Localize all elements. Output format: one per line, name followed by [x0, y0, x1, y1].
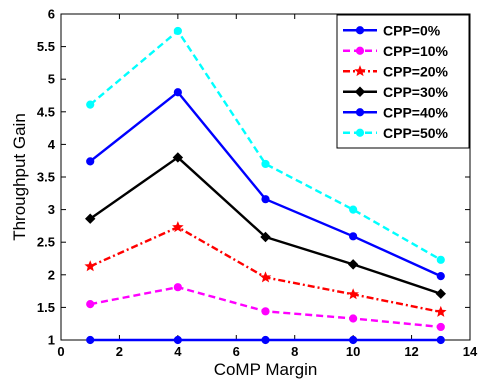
- data-point: [172, 152, 184, 163]
- data-point: [84, 260, 96, 272]
- y-tick-label: 4: [48, 137, 56, 152]
- legend-label: CPP=30%: [383, 84, 449, 100]
- legend-marker: [354, 86, 366, 97]
- y-tick-label: 3: [48, 202, 55, 217]
- data-point: [86, 157, 95, 166]
- data-point: [260, 231, 271, 243]
- data-point: [259, 271, 272, 283]
- data-point: [173, 283, 182, 292]
- data-point: [173, 335, 182, 345]
- legend-label: CPP=0%: [383, 22, 441, 38]
- data-point: [435, 305, 447, 317]
- x-tick-label: 0: [57, 344, 64, 359]
- x-tick-label: 14: [463, 344, 478, 359]
- x-tick-label: 12: [404, 344, 418, 359]
- legend-item: CPP=10%: [343, 43, 449, 59]
- legend-label: CPP=40%: [383, 104, 449, 120]
- data-point: [173, 26, 182, 36]
- series-6: [86, 26, 445, 264]
- legend-label: CPP=20%: [383, 63, 449, 79]
- legend-label: CPP=10%: [383, 43, 449, 59]
- series-4: [85, 152, 446, 299]
- x-tick-label: 2: [116, 344, 123, 359]
- y-tick-label: 2: [48, 267, 55, 282]
- legend-label: CPP=50%: [383, 125, 449, 141]
- x-tick-label: 4: [174, 344, 182, 359]
- y-tick-label: 5: [48, 72, 55, 87]
- data-point: [436, 272, 445, 281]
- y-tick-label: 5.5: [37, 39, 55, 54]
- y-tick-label: 6: [48, 7, 55, 22]
- data-point: [86, 335, 95, 345]
- data-point: [261, 195, 270, 204]
- series-3: [84, 221, 447, 317]
- data-point: [347, 259, 359, 270]
- x-tick-label: 6: [233, 344, 240, 359]
- y-axis: 1 1.5 2 2.5 3 3.5 4 4.5 5 5.5 6: [37, 7, 470, 348]
- y-tick-label: 3.5: [37, 170, 55, 185]
- x-axis: 0 2 4 6 8 10 12 14: [57, 14, 478, 359]
- x-tick-label: 10: [346, 344, 360, 359]
- y-tick-label: 1: [48, 333, 55, 348]
- series-layer: [84, 26, 447, 345]
- legend-item: CPP=0%: [343, 22, 441, 38]
- y-tick-label: 4.5: [37, 104, 55, 119]
- data-point: [261, 335, 270, 345]
- legend-item: CPP=40%: [343, 104, 449, 120]
- legend-item: CPP=50%: [343, 125, 449, 141]
- legend-item: CPP=30%: [343, 84, 449, 100]
- legend-box: [336, 14, 470, 149]
- data-point: [86, 300, 95, 309]
- data-point: [172, 221, 184, 233]
- data-point: [86, 100, 95, 109]
- series-2: [86, 283, 445, 332]
- data-point: [347, 288, 359, 300]
- data-point: [261, 307, 270, 316]
- legend: CPP=0% CPP=10% CPP=20% CPP=30% CPP=40% CPP=50…: [336, 14, 470, 149]
- series-5: [86, 88, 445, 281]
- series-1: [86, 335, 445, 345]
- data-point: [436, 322, 445, 332]
- data-point: [349, 314, 358, 323]
- legend-marker: [355, 46, 365, 55]
- data-point: [436, 335, 445, 345]
- y-tick-label: 1.5: [37, 300, 55, 315]
- legend-marker: [355, 128, 365, 137]
- data-point: [85, 213, 96, 224]
- data-point: [435, 288, 446, 299]
- data-point: [436, 255, 445, 264]
- legend-marker: [355, 108, 365, 117]
- x-axis-title: CoMP Margin: [214, 360, 318, 379]
- y-tick-label: 2.5: [37, 235, 55, 250]
- legend-marker: [355, 26, 365, 35]
- data-point: [261, 159, 270, 169]
- data-point: [349, 335, 358, 345]
- data-point: [349, 205, 358, 214]
- legend-marker: [354, 65, 366, 77]
- legend-item: CPP=20%: [343, 63, 449, 79]
- data-point: [349, 232, 358, 241]
- data-point: [173, 88, 182, 97]
- y-axis-title: Throughput Gain: [10, 113, 29, 241]
- x-tick-label: 8: [291, 344, 298, 359]
